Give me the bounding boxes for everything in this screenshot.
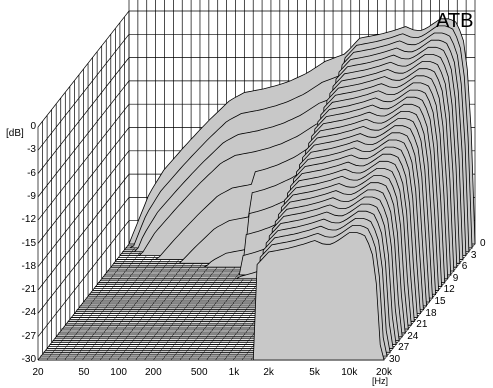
y-tick-label: -3 [27,144,36,156]
y-tick-label: -9 [27,190,36,202]
y-tick-label: -12 [21,214,36,226]
y-tick-label: 0 [30,121,36,132]
z-tick-label: 0 [480,238,486,249]
y-tick-label: -27 [21,330,36,342]
x-tick-label: 5k [309,367,320,378]
y-tick-label: -6 [27,167,36,179]
left-wall-grid-line [37,103,130,221]
y-tick-label: -24 [21,307,36,319]
x-tick-label: 100 [110,367,127,378]
x-tick-label: 20 [32,367,44,378]
left-wall-grid-line [37,197,130,314]
decay-slice [38,232,385,361]
x-tick-label: 10k [341,367,358,378]
z-tick-label: 18 [425,307,437,319]
left-wall-grid-line [37,57,130,174]
y-axis-label: [dB] [6,128,24,139]
x-tick-label: 1k [228,367,240,378]
z-tick-label: 9 [452,272,459,284]
y-tick-label: -18 [21,260,36,272]
left-wall-grid-line [37,127,130,244]
left-wall-grid-line [37,10,130,128]
decay-slices [38,18,476,361]
left-wall-grid-line [37,173,130,291]
z-tick-label: 30 [389,354,401,365]
left-wall-grid-line [37,150,130,268]
x-tick-label: 2k [263,367,274,378]
x-tick-label: 200 [144,367,162,378]
z-tick-label: 27 [398,342,410,354]
z-tick-label: 15 [434,296,446,307]
y-tick-label: -15 [21,237,36,249]
y-tick-label: -21 [21,284,36,296]
x-axis-unit-label: [Hz] [372,376,389,386]
z-tick-label: 12 [443,284,455,296]
x-tick-label: 500 [190,367,208,378]
left-wall-grid-line [37,34,130,151]
chart-title: ATB [436,10,474,32]
z-tick-label: 21 [416,319,428,331]
x-tick-label: 50 [78,367,90,378]
z-tick-label: 3 [470,249,477,261]
left-wall-grid-line [37,220,130,337]
z-tick-label: 24 [407,330,419,342]
y-tick-label: -30 [21,354,36,365]
z-tick-label: 6 [461,261,468,273]
x-tick-label: 20k [375,367,393,378]
left-wall-grid-line [37,80,130,198]
